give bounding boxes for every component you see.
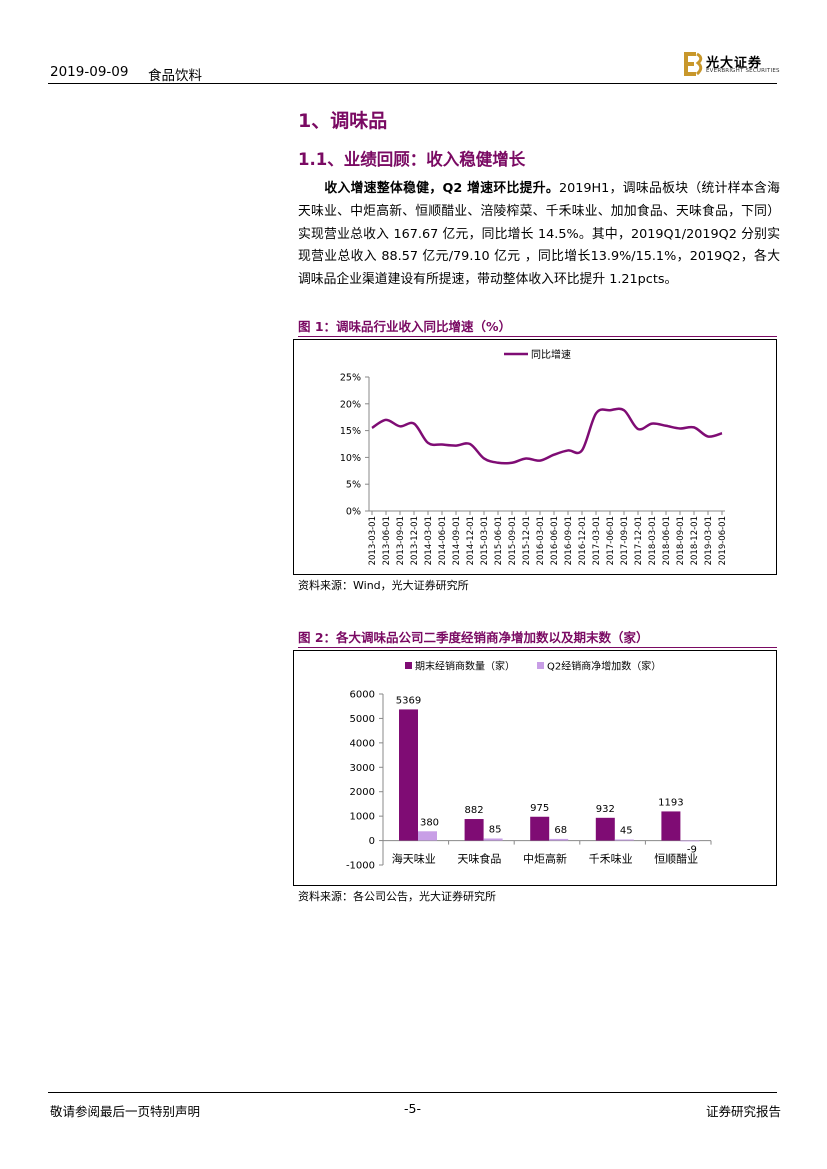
y-tick-label: 0% [346,507,361,518]
x-tick-label: 2015-03-01 [480,516,490,565]
x-tick-label: 2016-06-01 [550,516,560,565]
y-tick-label: 4000 [350,738,375,749]
y-tick-label: 3000 [350,763,375,774]
logo-text: 光大证券 [706,56,763,71]
x-tick-label: 2015-12-01 [522,516,532,565]
x-tick-label: 2016-12-01 [578,516,588,565]
header-rule [48,83,777,84]
figure1-rule [298,336,777,337]
x-tick-label: 2013-12-01 [410,516,420,565]
x-tick-label: 海天味业 [392,852,436,866]
y-tick-label: 5% [346,480,361,491]
x-tick-label: 2018-12-01 [690,516,700,565]
figure1-source: 资料来源：Wind，光大证券研究所 [298,579,469,592]
bar-period-end [595,817,615,841]
x-tick-label: 天味食品 [457,852,501,866]
figure2-frame [293,650,777,886]
footer-rule [48,1092,777,1093]
bar-q2-net-add [680,840,700,842]
x-tick-label: 2017-06-01 [606,516,616,565]
legend-swatch-1 [405,662,412,669]
x-tick-label: 2017-09-01 [620,516,630,565]
legend-label-2: Q2经销商净增加数（家） [547,660,661,673]
bar-period-end [464,819,484,841]
x-tick-label: 2016-09-01 [564,516,574,565]
y-tick-label: 6000 [350,690,375,701]
figure2-chart: 期末经销商数量（家） Q2经销商净增加数（家） -1000 0 1000 2000 3000… [293,650,777,886]
y-tick-label: 20% [340,399,361,410]
bar-q2-net-add [549,838,569,841]
x-tick-label: 2018-03-01 [648,516,658,565]
data-label: 85 [489,824,502,835]
logo-subtext: EVERBRIGHT SECURITIES [706,68,780,74]
data-label: -9 [687,845,697,856]
data-label: 932 [596,804,615,815]
x-tick-label: 2014-09-01 [452,516,462,565]
body-lead: 收入增速整体稳健，Q2 增速环比提升。 [324,181,559,196]
logo-mark-icon [684,52,703,76]
bar-period-end [661,811,681,841]
x-tick-label: 2013-03-01 [368,516,378,565]
data-label: 45 [620,825,633,836]
x-tick-label: 2017-03-01 [592,516,602,565]
section-title: 1、调味品 [298,110,388,132]
x-tick-label: 2013-06-01 [382,516,392,565]
x-tick-label: 2014-12-01 [466,516,476,565]
footer-disclaimer: 敬请参阅最后一页特别声明 [50,1104,201,1119]
header-category: 食品饮料 [148,68,202,84]
body-text: 2019H1，调味品板块（统计样本含海天味业、中炬高新、恒顺醋业、涪陵榨菜、千禾… [298,181,780,288]
x-tick-label: 2016-03-01 [536,516,546,565]
bar-q2-net-add [483,838,503,841]
bar-q2-net-add [418,831,437,841]
y-tick-label: 25% [340,373,361,384]
figure2-source: 资料来源：各公司公告，光大证券研究所 [298,890,496,903]
data-label: 1193 [658,797,683,808]
y-tick-label: -1000 [346,861,375,872]
x-tick-label: 2015-09-01 [508,516,518,565]
figure2-title: 图 2：各大调味品公司二季度经销商净增加数以及期末数（家） [298,630,649,645]
subsection-title: 1.1、业绩回顾：收入稳健增长 [298,150,526,169]
figure1-chart: 同比增速 0% 5% 10% 15% 20% 25% 2013-03-01 2013-06-01… [293,339,777,575]
bar-q2-net-add [614,839,634,841]
body-paragraph: 收入增速整体稳健，Q2 增速环比提升。2019H1，调味品板块（统计样本含海天味… [298,178,780,292]
company-logo: 光大证券 EVERBRIGHT SECURITIES [684,52,780,78]
data-label: 882 [465,805,484,816]
legend-label-1: 期末经销商数量（家） [415,660,515,673]
series-line [371,407,723,465]
bar-period-end [530,816,550,841]
footer-report-type: 证券研究报告 [706,1104,782,1119]
data-label: 68 [554,825,567,836]
x-tick-label: 2014-06-01 [438,516,448,565]
y-tick-label: 0 [369,836,375,847]
y-tick-label: 1000 [350,812,375,823]
header-date: 2019-09-09 [50,64,129,80]
y-tick-label: 10% [340,453,361,464]
data-label: 975 [530,803,549,814]
x-tick-label: 千禾味业 [589,853,633,866]
legend-swatch-2 [537,662,544,669]
x-tick-label: 2017-12-01 [634,516,644,565]
legend-label: 同比增速 [531,348,571,361]
figure1-frame [293,339,777,575]
y-tick-label: 2000 [350,787,375,798]
y-tick-label: 15% [340,426,361,437]
x-tick-label: 2018-06-01 [662,516,672,565]
x-tick-label: 2019-03-01 [704,516,714,565]
x-tick-label: 2019-06-01 [718,516,728,565]
x-tick-label: 2015-06-01 [494,516,504,565]
data-label: 5369 [396,695,421,706]
x-tick-label: 2018-09-01 [676,516,686,565]
figure2-rule [298,647,777,648]
y-tick-label: 5000 [350,714,375,725]
x-tick-label: 2013-09-01 [396,516,406,565]
bar-period-end [399,709,418,841]
x-tick-label: 2014-03-01 [424,516,434,565]
page-number: -5- [404,1101,421,1116]
data-label: 380 [420,817,439,828]
figure1-title: 图 1：调味品行业收入同比增速（%） [298,319,512,334]
x-tick-label: 恒顺醋业 [654,852,698,866]
x-tick-label: 中炬高新 [523,852,567,866]
